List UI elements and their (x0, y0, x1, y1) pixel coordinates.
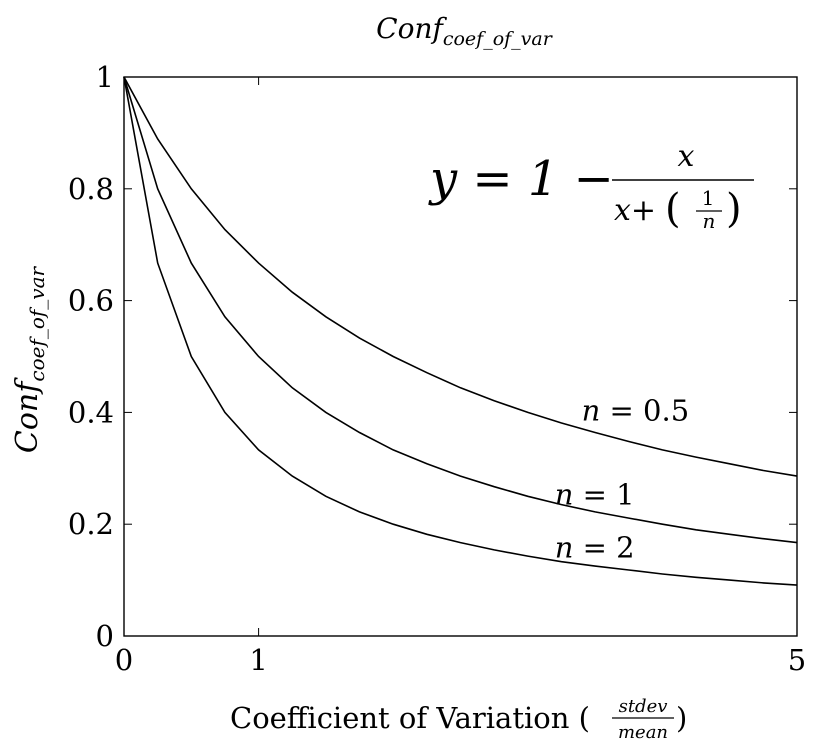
series-label-1: n = 0.5 (582, 393, 690, 427)
formula-lhs: y = 1 − (428, 151, 614, 207)
series-label-value: = 2 (573, 530, 634, 564)
series-label-var: n (582, 393, 601, 427)
x-tick-label: 5 (788, 643, 806, 677)
y-tick-label: 0.4 (68, 395, 114, 429)
series-line-2 (123, 76, 798, 544)
y-tick-label: 0 (96, 619, 114, 653)
series-label-2: n = 1 (555, 477, 635, 511)
x-axis-label-close: ) (676, 701, 687, 735)
plot-frame (123, 76, 798, 637)
formula-inner-num: 1 (702, 186, 715, 210)
plot-area: 0 1 500.20.40.60.81n = 0.5n = 1n = 2 (68, 60, 806, 677)
formula-open-paren: ( (665, 186, 681, 232)
formula-annotation: y = 1 − x x+ ( 1 n ) (428, 139, 754, 233)
x-axis-label-text: Coefficient of Variation ( (230, 701, 590, 735)
chart-title-sub: coef_of_var (443, 28, 554, 50)
chart-title: Confcoef_of_var (376, 12, 554, 50)
formula-denominator-prefix: x+ (614, 193, 656, 228)
x-tick-label: 0 (115, 643, 133, 677)
series-label-value: = 0.5 (600, 393, 689, 427)
y-tick-label: 1 (96, 60, 114, 94)
y-axis-label-sub: coef_of_var (25, 265, 49, 381)
x-tick-label: 1 (249, 643, 267, 677)
y-tick-label: 0.2 (68, 507, 114, 541)
series-label-var: n (555, 477, 574, 511)
series-label-var: n (555, 530, 574, 564)
x-axis-label-frac-den: mean (618, 722, 668, 743)
y-tick-label: 0.6 (68, 284, 114, 318)
y-tick-label: 0.8 (68, 172, 114, 206)
y-axis-label: Confcoef_of_var (10, 265, 49, 453)
y-axis-label-base: Conf (10, 377, 45, 453)
chart-title-base: Conf (376, 12, 447, 45)
formula-numerator: x (678, 139, 695, 174)
x-axis-label: Coefficient of Variation ( stdev mean ) (230, 696, 687, 743)
series-label-3: n = 2 (555, 530, 635, 564)
series-line-1 (123, 76, 798, 477)
formula-inner-den: n (703, 209, 716, 233)
series-label-value: = 1 (573, 477, 634, 511)
x-axis-label-frac-num: stdev (619, 696, 668, 717)
formula-close-paren: ) (726, 186, 742, 232)
series-line-3 (123, 76, 798, 586)
